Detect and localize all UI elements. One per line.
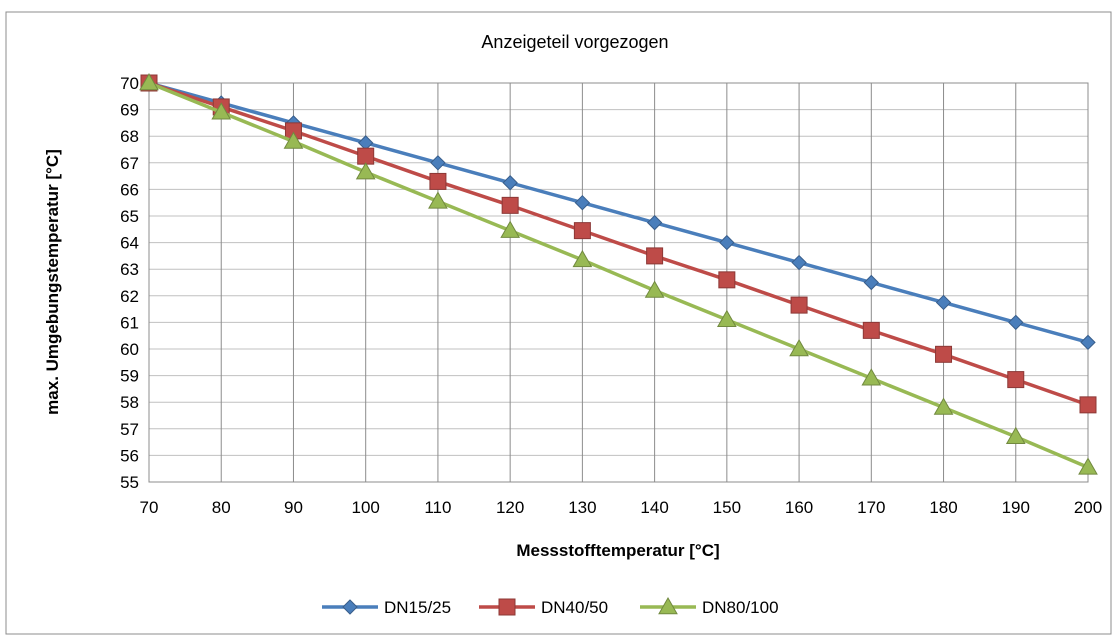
data-point — [573, 222, 591, 240]
data-point — [502, 175, 518, 191]
y-tick-label: 69 — [120, 101, 139, 120]
data-point — [428, 191, 448, 209]
data-point — [644, 280, 665, 298]
y-tick-label: 56 — [120, 446, 139, 465]
x-tick-label: 120 — [496, 498, 524, 517]
data-point — [357, 147, 375, 165]
y-axis-title: max. Umgebungstemperatur [°C] — [43, 149, 62, 415]
x-tick-label: 90 — [284, 498, 303, 517]
y-tick-label: 55 — [120, 473, 139, 492]
x-tick-label: 110 — [424, 498, 451, 517]
x-tick-label: 100 — [352, 498, 380, 517]
series-line — [148, 81, 1089, 407]
plot-area-border — [148, 82, 1089, 483]
series-dn40-50 — [140, 74, 1097, 414]
data-point — [355, 162, 376, 180]
legend-item: DN80/100 — [640, 596, 779, 617]
data-point — [863, 274, 880, 291]
x-tick-label: 80 — [212, 498, 231, 517]
data-point — [500, 220, 521, 238]
x-tick-label: 150 — [713, 498, 741, 517]
x-axis-ticks: 70 80 90 100 110 120 130 140 150 160 170 180 190 200 — [140, 498, 1103, 517]
chart-frame — [5, 11, 1112, 635]
y-tick-label: 70 — [120, 74, 139, 93]
data-point — [1080, 334, 1096, 351]
data-point — [646, 214, 663, 231]
y-tick-label: 58 — [120, 393, 139, 412]
data-point — [430, 155, 446, 171]
y-tick-label: 60 — [120, 340, 139, 359]
data-point — [861, 368, 882, 386]
y-tick-label: 63 — [120, 260, 139, 279]
data-point — [574, 194, 591, 211]
x-tick-label: 200 — [1074, 498, 1102, 517]
y-tick-label: 64 — [120, 234, 139, 253]
legend-item: DN15/25 — [322, 598, 451, 617]
y-axis-ticks: 55 56 57 58 59 60 61 62 63 64 65 66 67 68 69 70 — [120, 74, 139, 492]
x-tick-label: 70 — [140, 498, 159, 517]
x-tick-label: 130 — [568, 498, 596, 517]
y-tick-label: 57 — [120, 420, 139, 439]
series-dn80-100 — [139, 72, 1098, 475]
data-point — [429, 172, 447, 190]
data-point — [1005, 426, 1026, 445]
x-tick-label: 180 — [929, 498, 957, 517]
series-line — [148, 81, 1089, 469]
y-tick-label: 66 — [120, 180, 139, 199]
legend-label: DN15/25 — [384, 598, 451, 617]
x-tick-label: 170 — [857, 498, 885, 517]
legend-label: DN40/50 — [541, 598, 608, 617]
y-tick-label: 62 — [120, 287, 139, 306]
data-point — [935, 345, 953, 363]
y-tick-label: 68 — [120, 127, 139, 146]
data-point — [1079, 396, 1097, 414]
y-tick-label: 61 — [120, 313, 139, 332]
legend-label: DN80/100 — [702, 598, 779, 617]
data-point — [862, 321, 880, 339]
x-axis-title: Messstofftemperatur [°C] — [516, 541, 719, 560]
data-point — [1007, 371, 1025, 389]
data-point — [791, 254, 807, 271]
data-point — [933, 397, 954, 415]
data-point — [716, 309, 737, 327]
data-point — [789, 338, 809, 357]
chart-title: Anzeigeteil vorgezogen — [481, 32, 668, 52]
legend-marker — [658, 596, 678, 615]
data-point — [790, 296, 808, 314]
series-line — [148, 81, 1089, 345]
x-tick-label: 160 — [785, 498, 813, 517]
y-tick-label: 59 — [120, 367, 139, 386]
data-point — [718, 271, 736, 289]
data-point — [646, 247, 664, 265]
legend-item: DN40/50 — [479, 598, 608, 617]
data-point — [211, 102, 232, 120]
legend-marker — [498, 598, 516, 616]
data-point — [139, 72, 159, 91]
data-point — [572, 249, 593, 268]
legend-marker — [342, 599, 358, 615]
data-point — [719, 234, 735, 251]
data-point — [1078, 457, 1098, 475]
x-tick-label: 190 — [1002, 498, 1030, 517]
data-point — [1008, 314, 1024, 331]
y-tick-label: 65 — [120, 207, 139, 226]
series-layer — [139, 72, 1098, 475]
data-point — [283, 131, 304, 149]
y-tick-label: 67 — [120, 154, 139, 173]
x-tick-label: 140 — [640, 498, 668, 517]
data-point — [935, 294, 952, 311]
legend: DN15/25 DN40/50 DN80/100 — [322, 596, 779, 617]
data-point — [501, 196, 519, 214]
